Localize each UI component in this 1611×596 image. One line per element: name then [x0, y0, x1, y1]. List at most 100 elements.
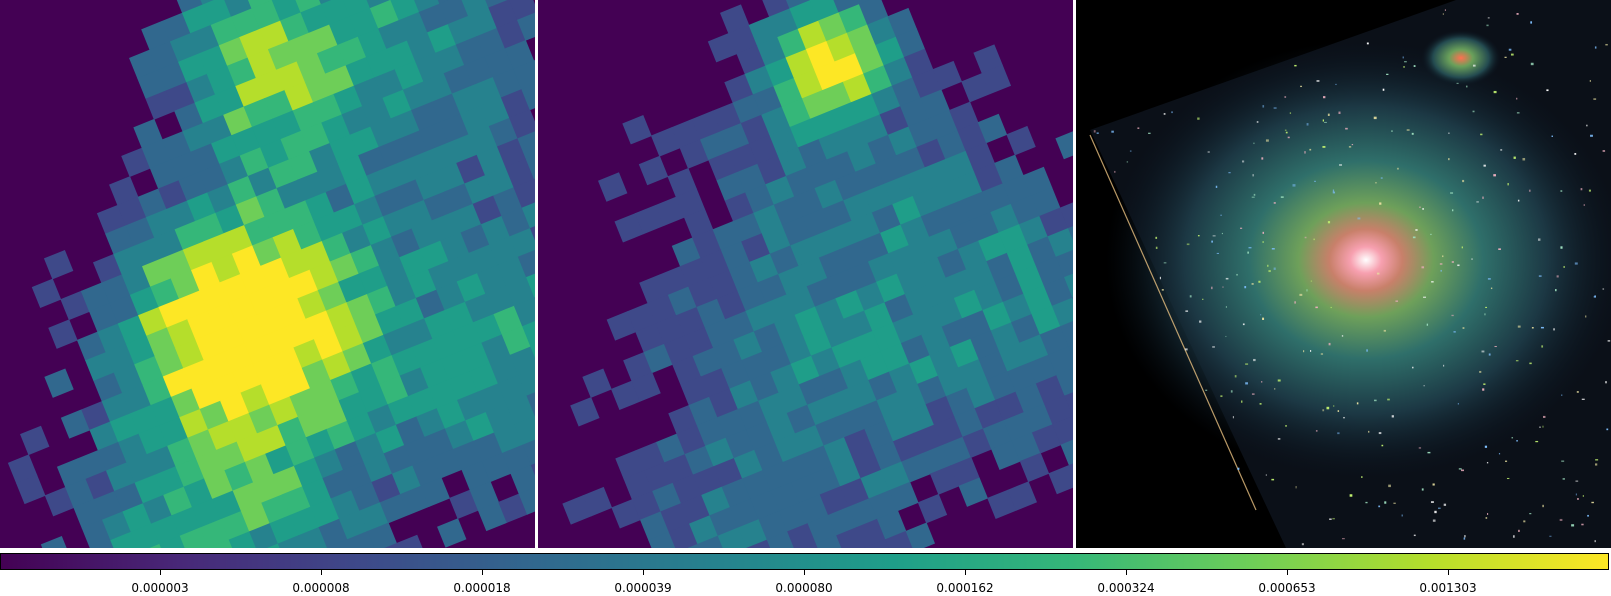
heatmap-cell — [855, 281, 886, 312]
heatmap-cell — [240, 265, 270, 296]
heatmap-cell — [876, 510, 907, 540]
point-source — [1458, 468, 1462, 470]
heatmap-cell — [667, 286, 698, 316]
heatmap-cell — [505, 276, 535, 307]
heatmap-cell — [231, 8, 261, 38]
heatmap-cell — [198, 45, 228, 75]
heatmap-cell — [379, 493, 410, 524]
heatmap-cell — [428, 379, 458, 409]
heatmap-cell — [256, 424, 287, 455]
heatmap-cell — [872, 322, 902, 352]
colorbar-tick-label: 0.000039 — [614, 581, 672, 595]
point-source — [1212, 346, 1215, 348]
heatmap-cell — [174, 220, 204, 251]
heatmap-cell — [1039, 326, 1070, 356]
heatmap-cell — [981, 64, 1012, 95]
heatmap-cell — [1059, 199, 1073, 229]
heatmap-cell — [329, 134, 359, 165]
heatmap-cell — [973, 44, 1003, 74]
heatmap-cell — [199, 282, 229, 312]
point-source — [1294, 64, 1297, 67]
heatmap-cell — [655, 196, 685, 227]
heatmap-cell — [101, 274, 131, 304]
point-source — [1295, 485, 1297, 489]
heatmap-cell — [880, 461, 911, 491]
point-source — [1232, 416, 1234, 419]
heatmap-cell — [97, 441, 128, 472]
point-source — [1126, 161, 1129, 163]
heatmap-cell — [269, 514, 299, 545]
heatmap-cell — [449, 489, 479, 520]
heatmap-cell — [908, 236, 939, 266]
heatmap-cell — [96, 204, 127, 235]
heatmap-cell — [489, 354, 520, 385]
point-source — [1510, 53, 1514, 56]
heatmap-cell — [420, 477, 450, 507]
point-source — [1251, 283, 1254, 285]
heatmap-cell — [901, 453, 931, 483]
heatmap-cell — [440, 350, 470, 381]
heatmap-cell — [285, 318, 315, 349]
heatmap-cell — [202, 0, 232, 26]
heatmap-cell — [885, 530, 915, 548]
heatmap-cell — [958, 358, 988, 389]
point-source — [1498, 453, 1501, 455]
heatmap-cell — [656, 433, 686, 463]
heatmap-cell — [679, 257, 710, 288]
heatmap-cell — [497, 375, 528, 405]
heatmap-cell — [207, 184, 237, 214]
point-source — [1216, 252, 1220, 254]
heatmap-cell — [145, 90, 175, 120]
heatmap-cell — [488, 0, 518, 29]
heatmap-cell — [330, 371, 360, 401]
heatmap-cell — [683, 208, 714, 239]
heatmap-cell — [447, 15, 477, 46]
point-source — [1594, 295, 1596, 298]
heatmap-cell — [631, 490, 662, 521]
point-source — [1236, 273, 1238, 276]
heatmap-cell — [522, 317, 535, 348]
heatmap-cell — [758, 392, 788, 422]
point-source — [1432, 483, 1435, 486]
heatmap-cell — [386, 40, 416, 70]
heatmap-cell — [431, 211, 462, 242]
point-source — [1220, 395, 1223, 398]
point-source — [1387, 398, 1390, 401]
heatmap-cell — [508, 0, 535, 21]
panel-right-rgb — [1076, 0, 1611, 548]
heatmap-cell — [769, 8, 799, 38]
heatmap-cell — [366, 285, 397, 316]
heatmap-cell — [684, 445, 715, 476]
point-source — [1332, 191, 1336, 194]
heatmap-cell — [473, 313, 503, 344]
heatmap-cell — [341, 0, 371, 17]
heatmap-cell — [1060, 436, 1073, 466]
heatmap-cell — [150, 396, 181, 427]
heatmap-cell — [510, 464, 535, 495]
heatmap-cell — [477, 264, 507, 295]
heatmap-cell — [44, 486, 75, 517]
heatmap-cell — [382, 207, 413, 238]
heatmap-cell — [929, 465, 960, 495]
heatmap-cell — [925, 277, 955, 307]
heatmap-cell — [716, 171, 746, 202]
heatmap-cell — [444, 301, 474, 332]
heatmap-cell — [198, 163, 229, 194]
heatmap-cell — [31, 278, 62, 309]
heatmap-cell — [350, 363, 381, 393]
heatmap-cell — [778, 384, 808, 414]
heatmap-cell — [220, 510, 250, 541]
heatmap-cell — [493, 305, 523, 336]
heatmap-cell — [326, 420, 356, 450]
point-source — [1589, 80, 1591, 82]
heatmap-cell — [459, 0, 490, 17]
point-source — [1368, 430, 1370, 433]
heatmap-cell — [615, 450, 645, 480]
heatmap-cell — [639, 274, 669, 304]
point-source — [1415, 229, 1418, 231]
point-source — [1591, 501, 1594, 504]
heatmap-cell — [102, 511, 132, 541]
heatmap-cell — [880, 224, 910, 254]
heatmap-cell — [802, 208, 832, 238]
point-source — [1277, 438, 1281, 440]
